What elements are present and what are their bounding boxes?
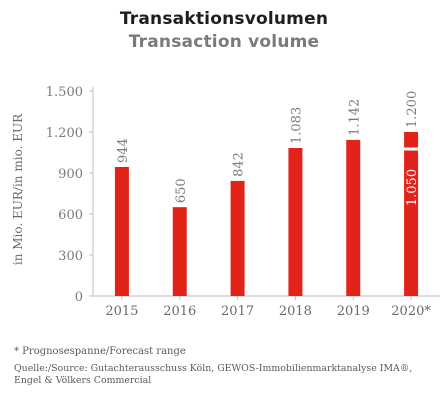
x-tick-label: 2016 [163, 304, 196, 319]
chart-subtitle: Transaction volume [128, 32, 320, 52]
x-tick-label: 2017 [221, 304, 254, 319]
source-line-2: Engel & Völkers Commercial [14, 375, 152, 386]
x-tick-label: 2019 [337, 304, 370, 319]
x-tick-label: 2015 [105, 304, 138, 319]
bar-2017 [230, 180, 245, 296]
source-line-1: Quelle:/Source: Gutachterausschuss Köln,… [14, 363, 413, 374]
y-axis-label: in Mio. EUR/in mio. EUR [11, 113, 25, 265]
range-separator [403, 147, 420, 151]
y-tick-label: 600 [58, 208, 83, 223]
data-label-low: 1.050 [405, 169, 420, 206]
y-tick-label: 300 [58, 249, 83, 264]
bar-2020 [404, 132, 419, 296]
chart-title: Transaktionsvolumen [119, 9, 329, 29]
bar-2019 [346, 139, 361, 296]
y-tick-label: 1.500 [46, 85, 83, 100]
data-label: 1.142 [347, 99, 362, 136]
x-tick-label: 2020* [391, 304, 431, 319]
y-tick-label: 0 [75, 290, 83, 305]
data-label: 650 [174, 178, 189, 203]
bar-chart: 0 300 600 900 1.200 1.500 in Mio. EUR/in mio. … [11, 85, 440, 319]
y-tick-label: 1.200 [46, 126, 83, 141]
data-label: 944 [116, 138, 131, 163]
data-label-high: 1.200 [405, 91, 420, 128]
data-label: 1.083 [289, 107, 304, 144]
x-tick-label: 2018 [279, 304, 312, 319]
bar-2018 [288, 147, 303, 296]
data-label: 842 [232, 152, 247, 177]
bar-2016 [172, 207, 187, 296]
bar-2015 [114, 166, 129, 296]
y-tick-label: 900 [58, 167, 83, 182]
footnote: * Prognosespanne/Forecast range [14, 346, 186, 357]
